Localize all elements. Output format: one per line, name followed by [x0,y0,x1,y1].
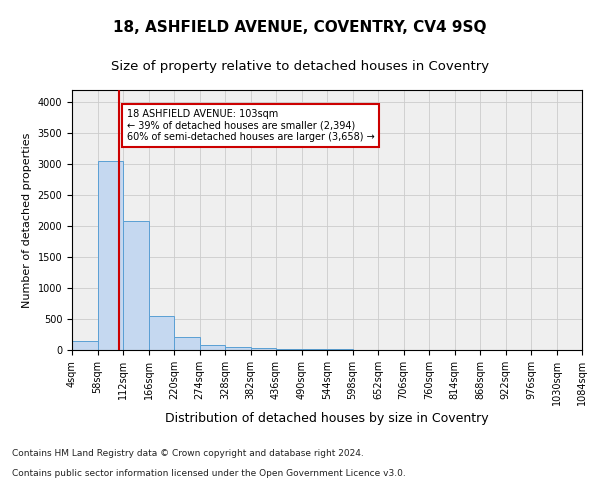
Text: Contains HM Land Registry data © Crown copyright and database right 2024.: Contains HM Land Registry data © Crown c… [12,448,364,458]
Bar [251,348,276,350]
Bar [302,349,327,350]
Bar [200,345,225,350]
Bar [225,347,251,350]
Bar [174,337,199,350]
Bar [97,161,123,350]
Text: Contains public sector information licensed under the Open Government Licence v3: Contains public sector information licen… [12,468,406,477]
Bar [123,221,149,350]
Text: 18, ASHFIELD AVENUE, COVENTRY, CV4 9SQ: 18, ASHFIELD AVENUE, COVENTRY, CV4 9SQ [113,20,487,35]
Text: Size of property relative to detached houses in Coventry: Size of property relative to detached ho… [111,60,489,73]
Bar [149,316,174,350]
Bar [72,340,97,350]
Text: 18 ASHFIELD AVENUE: 103sqm
← 39% of detached houses are smaller (2,394)
60% of s: 18 ASHFIELD AVENUE: 103sqm ← 39% of deta… [127,108,374,142]
Y-axis label: Number of detached properties: Number of detached properties [22,132,32,308]
X-axis label: Distribution of detached houses by size in Coventry: Distribution of detached houses by size … [165,412,489,425]
Bar [276,349,302,350]
